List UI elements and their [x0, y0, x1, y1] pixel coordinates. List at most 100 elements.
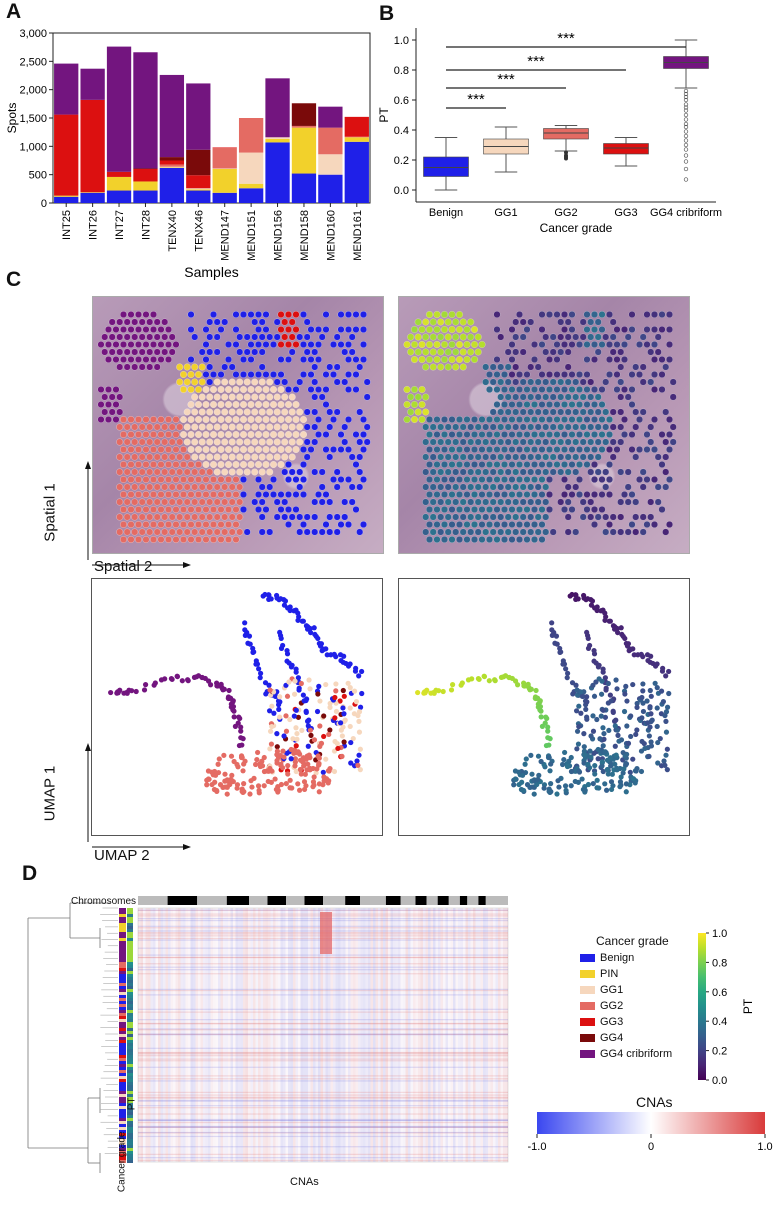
- spot-pt: [527, 468, 535, 476]
- spot-pt: [665, 325, 674, 334]
- spot-pt: [609, 333, 617, 341]
- spot-gg1: [258, 438, 266, 446]
- umap-point-pt: [581, 748, 587, 754]
- spot-gg2: [142, 460, 150, 469]
- spot-gg4crib: [149, 325, 158, 334]
- spot-benign: [322, 325, 330, 334]
- umap-point-gg1: [347, 685, 353, 691]
- spot-pt: [515, 385, 524, 394]
- pt-strip-cell: [127, 1052, 133, 1055]
- spot-pt: [463, 475, 471, 484]
- umap-point-gg1: [347, 705, 353, 711]
- umap-point-pt: [605, 680, 611, 687]
- cna-column: [138, 908, 141, 1162]
- spot-benign: [333, 513, 341, 521]
- spot-pt: [527, 363, 535, 371]
- umap-point-pt: [547, 768, 553, 774]
- spot-gg2: [191, 528, 199, 536]
- spot-benign: [359, 310, 368, 319]
- legend-item-gg4: GG4: [580, 1030, 690, 1046]
- spot-pt: [549, 468, 557, 476]
- spot-benign: [337, 520, 345, 529]
- spot-pt: [647, 513, 655, 521]
- spot-pt: [504, 498, 512, 506]
- spot-gg3: [281, 318, 289, 326]
- umap-point-benign: [341, 711, 347, 717]
- spot-pt: [530, 505, 539, 514]
- spot-pt: [587, 408, 595, 416]
- cna-column: [313, 908, 316, 1162]
- spot-gg1: [194, 415, 203, 424]
- spot-pt: [463, 445, 471, 454]
- spot-pt: [575, 415, 584, 424]
- spot-pt: [534, 453, 542, 461]
- spot-gg1: [269, 415, 278, 424]
- x-tick-label: MEND147: [220, 210, 232, 261]
- row-annotation-labels: Cancer grade PT: [112, 1098, 138, 1208]
- spot-pt: [523, 445, 531, 454]
- spot-gg2: [153, 528, 161, 536]
- spot-benign: [221, 318, 229, 326]
- spot-gg2: [217, 490, 225, 499]
- spot-gg2: [198, 528, 206, 536]
- umap-point-gg1: [350, 735, 356, 742]
- spot-benign: [322, 490, 330, 499]
- umap-point-pt: [632, 780, 638, 786]
- spot-gg2: [134, 475, 143, 484]
- spot-gg2: [146, 423, 154, 431]
- bar-segment-gg3: [106, 171, 132, 177]
- panel-label-d: D: [22, 862, 38, 885]
- cna-column: [375, 908, 378, 1162]
- umap-point-benign: [278, 645, 285, 651]
- cna-column: [208, 908, 211, 1162]
- spot-gg2: [146, 498, 154, 506]
- spot-benign: [314, 325, 323, 334]
- umap-point-gg2: [284, 693, 291, 699]
- pt-strip-cell: [127, 923, 133, 926]
- spot-pt: [568, 325, 576, 334]
- spot-pt: [515, 445, 524, 454]
- spot-pt: [530, 430, 539, 439]
- umap-point-pt: [528, 752, 534, 758]
- spot-gg1: [202, 445, 210, 454]
- umap-point-pt: [576, 703, 582, 709]
- spot-gg2: [138, 438, 146, 446]
- spot-pt: [542, 378, 550, 386]
- spot-gg4crib: [97, 415, 105, 424]
- spot-pt: [568, 460, 576, 469]
- spot-pt: [493, 505, 501, 514]
- spot-pt: [527, 438, 535, 446]
- umap-point-gg4crib: [207, 682, 214, 688]
- umap-point-gg4crib: [117, 687, 123, 693]
- spot-benign: [269, 370, 278, 379]
- pt-strip-cell: [127, 1151, 133, 1154]
- grade-strip-cell: [119, 1118, 126, 1121]
- spot-pt: [467, 513, 475, 521]
- pt-strip-cell: [127, 1118, 133, 1121]
- bar-segment-benign: [291, 173, 317, 203]
- umap-point-pt: [620, 633, 626, 639]
- cna-column: [180, 908, 183, 1162]
- grade-strip-cell: [119, 935, 126, 938]
- spot-benign: [359, 475, 368, 484]
- umap-point-gg4crib: [174, 673, 180, 679]
- legend-item-gg4crib: GG4 cribriform: [580, 1046, 690, 1062]
- spot-benign: [277, 505, 285, 514]
- spot-gg1: [277, 460, 285, 469]
- umap-point-gg2: [253, 761, 259, 768]
- spot-gg1: [179, 430, 188, 439]
- spot-benign: [292, 490, 300, 499]
- umap-point-pt: [608, 698, 614, 704]
- cna-column: [250, 908, 253, 1162]
- spot-gg2: [131, 468, 139, 476]
- umap-point-gg4crib: [179, 678, 185, 684]
- spot-gg1: [288, 423, 296, 431]
- spot-pt: [669, 393, 677, 401]
- umap-point-gg2: [315, 753, 321, 759]
- spot-gg2: [153, 423, 161, 431]
- grade-strip-cell: [119, 1157, 126, 1160]
- spot-benign: [341, 378, 349, 386]
- spot-gg2: [146, 453, 154, 461]
- spot-benign: [333, 363, 341, 371]
- pt-strip-cell: [127, 1055, 133, 1058]
